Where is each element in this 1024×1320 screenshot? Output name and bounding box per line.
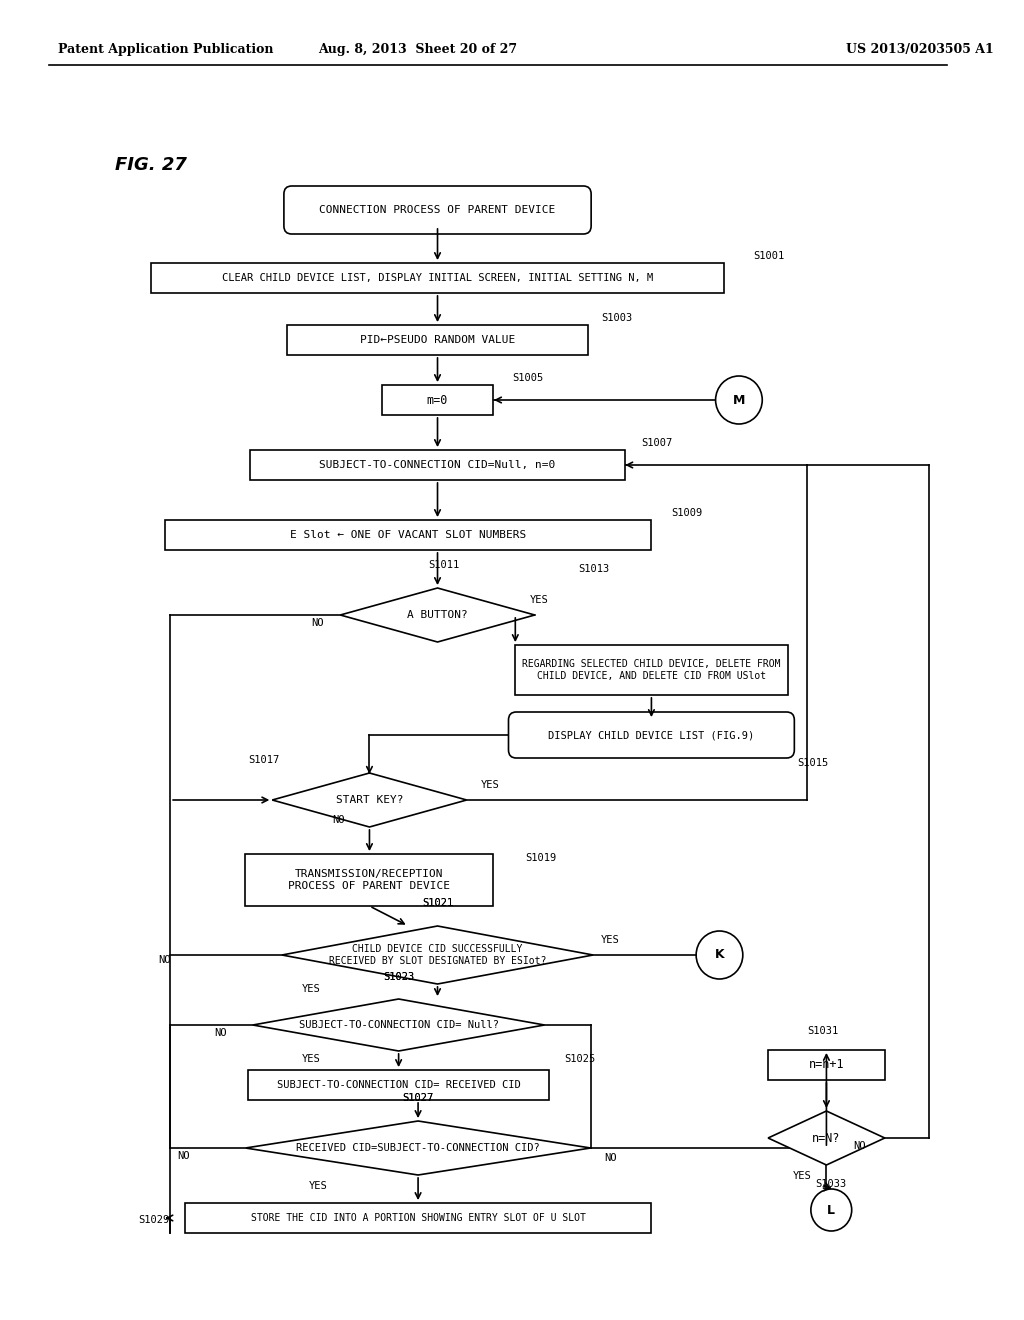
Polygon shape — [340, 587, 535, 642]
Text: NO: NO — [311, 618, 324, 628]
Text: S1003: S1003 — [601, 313, 632, 323]
Text: START KEY?: START KEY? — [336, 795, 403, 805]
Text: NO: NO — [177, 1151, 189, 1162]
Circle shape — [696, 931, 742, 979]
Text: NO: NO — [333, 814, 345, 825]
Polygon shape — [272, 774, 467, 828]
Bar — [515, 645, 787, 696]
Polygon shape — [246, 1121, 591, 1175]
Text: S1011: S1011 — [428, 560, 459, 570]
Text: Patent Application Publication: Patent Application Publication — [58, 44, 273, 57]
FancyBboxPatch shape — [284, 186, 591, 234]
Text: CHILD DEVICE CID SUCCESSFULLY
RECEIVED BY SLOT DESIGNATED BY ESIot?: CHILD DEVICE CID SUCCESSFULLY RECEIVED B… — [329, 944, 546, 966]
Circle shape — [811, 1189, 852, 1232]
Text: NO: NO — [214, 1028, 226, 1038]
Text: S1021: S1021 — [422, 898, 454, 908]
Bar — [151, 263, 724, 293]
Polygon shape — [253, 999, 545, 1051]
Text: YES: YES — [601, 935, 620, 945]
Text: S1027: S1027 — [402, 1093, 434, 1104]
Text: S1029: S1029 — [138, 1214, 169, 1225]
Text: YES: YES — [309, 1181, 328, 1191]
Bar — [287, 325, 588, 355]
Text: m=0: m=0 — [427, 393, 449, 407]
Text: S1019: S1019 — [525, 853, 556, 863]
Bar — [246, 854, 494, 906]
Text: YES: YES — [301, 1053, 321, 1064]
Text: S1013: S1013 — [579, 564, 609, 574]
Text: DISPLAY CHILD DEVICE LIST (FIG.9): DISPLAY CHILD DEVICE LIST (FIG.9) — [548, 730, 755, 741]
Text: S1023: S1023 — [383, 972, 415, 982]
Text: YES: YES — [793, 1171, 811, 1181]
Text: S1025: S1025 — [564, 1053, 595, 1064]
Text: NO: NO — [854, 1140, 866, 1151]
Text: S1031: S1031 — [807, 1026, 839, 1036]
Text: NO: NO — [605, 1152, 617, 1163]
Text: K: K — [715, 949, 724, 961]
Text: SUBJECT-TO-CONNECTION CID=Null, n=0: SUBJECT-TO-CONNECTION CID=Null, n=0 — [319, 459, 556, 470]
Text: PID←PSEUDO RANDOM VALUE: PID←PSEUDO RANDOM VALUE — [359, 335, 515, 345]
Bar — [248, 1071, 549, 1100]
Text: SUBJECT-TO-CONNECTION CID= Null?: SUBJECT-TO-CONNECTION CID= Null? — [299, 1020, 499, 1030]
Circle shape — [716, 376, 762, 424]
FancyBboxPatch shape — [509, 711, 795, 758]
Text: S1001: S1001 — [754, 251, 784, 261]
Text: S1023: S1023 — [383, 972, 415, 982]
Text: FIG. 27: FIG. 27 — [115, 156, 186, 174]
Text: RECEIVED CID=SUBJECT-TO-CONNECTION CID?: RECEIVED CID=SUBJECT-TO-CONNECTION CID? — [296, 1143, 540, 1152]
Text: S1007: S1007 — [642, 438, 673, 447]
Text: S1005: S1005 — [512, 374, 544, 383]
Polygon shape — [282, 927, 593, 983]
Text: S1027: S1027 — [402, 1093, 434, 1104]
Bar — [382, 385, 494, 414]
Text: S1015: S1015 — [798, 758, 828, 768]
Text: YES: YES — [301, 983, 321, 994]
Text: S1021: S1021 — [422, 898, 454, 908]
Bar — [250, 450, 625, 480]
Text: S1017: S1017 — [248, 755, 280, 766]
Polygon shape — [768, 1111, 885, 1166]
Bar — [184, 1203, 651, 1233]
Text: CLEAR CHILD DEVICE LIST, DISPLAY INITIAL SCREEN, INITIAL SETTING N, M: CLEAR CHILD DEVICE LIST, DISPLAY INITIAL… — [222, 273, 653, 282]
Text: NO: NO — [159, 954, 171, 965]
Text: YES: YES — [529, 595, 549, 605]
Text: US 2013/0203505 A1: US 2013/0203505 A1 — [846, 44, 993, 57]
Text: SUBJECT-TO-CONNECTION CID= RECEIVED CID: SUBJECT-TO-CONNECTION CID= RECEIVED CID — [276, 1080, 520, 1090]
Bar — [768, 1049, 885, 1080]
Text: E Slot ← ONE OF VACANT SLOT NUMBERS: E Slot ← ONE OF VACANT SLOT NUMBERS — [290, 531, 526, 540]
Text: L: L — [827, 1204, 836, 1217]
Text: A BUTTON?: A BUTTON? — [408, 610, 468, 620]
Text: YES: YES — [480, 780, 499, 789]
Text: REGARDING SELECTED CHILD DEVICE, DELETE FROM
CHILD DEVICE, AND DELETE CID FROM U: REGARDING SELECTED CHILD DEVICE, DELETE … — [522, 659, 780, 681]
Text: n=n+1: n=n+1 — [809, 1059, 844, 1072]
Text: n=N?: n=N? — [812, 1131, 841, 1144]
Text: Aug. 8, 2013  Sheet 20 of 27: Aug. 8, 2013 Sheet 20 of 27 — [318, 44, 518, 57]
Text: TRANSMISSION/RECEPTION
PROCESS OF PARENT DEVICE: TRANSMISSION/RECEPTION PROCESS OF PARENT… — [289, 869, 451, 891]
Text: STORE THE CID INTO A PORTION SHOWING ENTRY SLOT OF U SLOT: STORE THE CID INTO A PORTION SHOWING ENT… — [251, 1213, 586, 1224]
Text: CONNECTION PROCESS OF PARENT DEVICE: CONNECTION PROCESS OF PARENT DEVICE — [319, 205, 556, 215]
Text: S1009: S1009 — [671, 508, 702, 517]
Bar — [165, 520, 651, 550]
Text: M: M — [733, 393, 745, 407]
Text: S1033: S1033 — [815, 1179, 846, 1189]
